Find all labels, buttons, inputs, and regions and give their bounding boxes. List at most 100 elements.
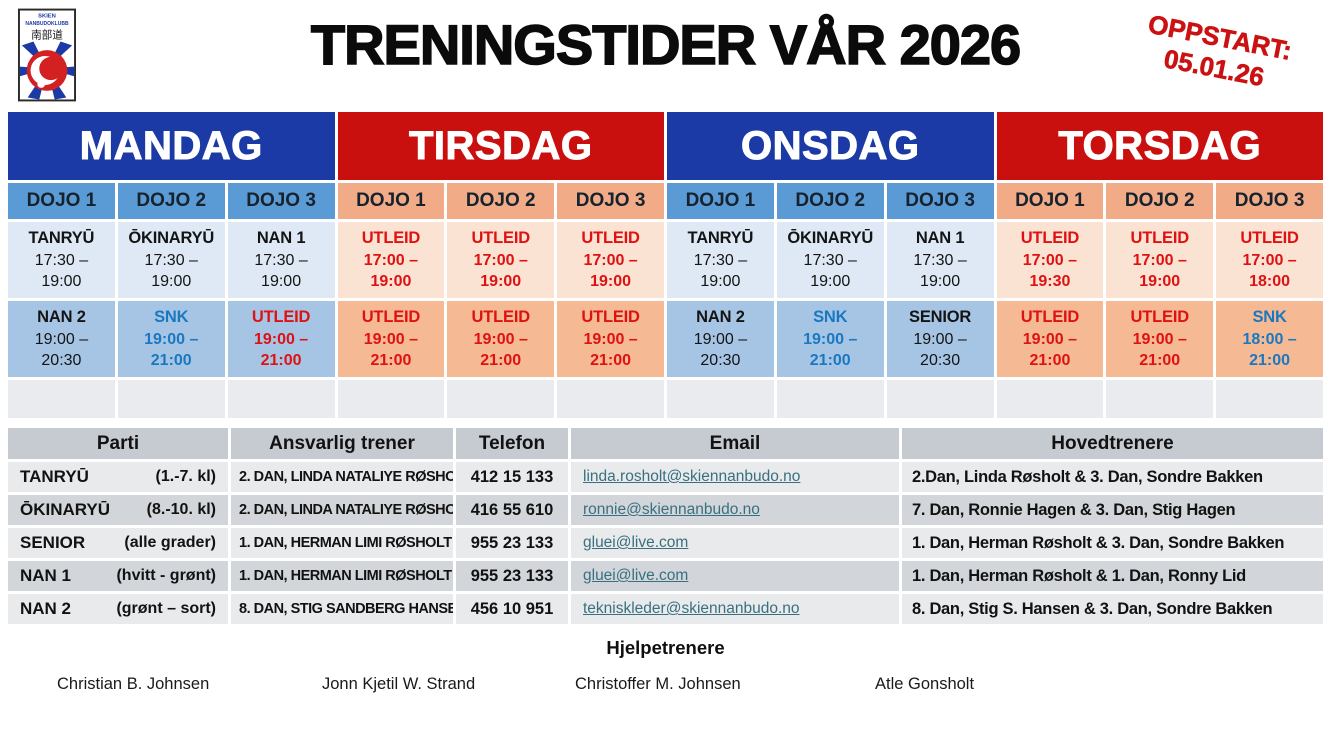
party-cell-nan-1: NAN 1 (hvitt - grønt) xyxy=(8,561,228,591)
helper-name-atle-gonsholt: Atle Gonsholt xyxy=(875,675,975,693)
class-name: SENIOR xyxy=(909,308,972,326)
party-grades: (alle grader) xyxy=(124,534,216,551)
time-start: 19:00 – xyxy=(1022,330,1078,348)
email-cell: gluei@live.com xyxy=(571,561,899,591)
party-cell-nan-2: NAN 2 (grønt – sort) xyxy=(8,594,228,624)
party-grades: (8.-10. kl) xyxy=(146,501,216,518)
empty-cell xyxy=(996,380,1104,418)
trainer-cell: 2. DAN, LINDA NATALIYE RØSHOLT xyxy=(231,495,453,525)
class-name: UTLEID xyxy=(1240,229,1299,247)
empty-cell xyxy=(776,380,884,418)
email-link[interactable]: tekniskleder@skiennanbudo.no xyxy=(583,600,800,617)
phone-cell: 955 23 133 xyxy=(456,528,568,558)
time-end: 21:00 xyxy=(1139,351,1181,369)
time-end: 20:30 xyxy=(700,351,741,369)
schedule-cell-mandag-dojo3-slot2: UTLEID 19:00 – 21:00 xyxy=(227,301,335,377)
svg-text:NANBUDOKLUBB: NANBUDOKLUBB xyxy=(25,21,69,27)
time-start: 19:00 – xyxy=(253,330,309,348)
time-end: 18:00 xyxy=(1249,272,1291,290)
dojo-header-mandag-2: DOJO 2 xyxy=(117,183,225,219)
time-end: 19:00 xyxy=(41,272,82,290)
time-end: 21:00 xyxy=(1029,351,1071,369)
trainer-cell: 2. DAN, LINDA NATALIYE RØSHOLT xyxy=(231,462,453,492)
dojo-header-tirsdag-3: DOJO 3 xyxy=(557,183,664,219)
schedule-cell-tirsdag-dojo1-slot1: UTLEID 17:00 – 19:00 xyxy=(337,222,445,298)
email-link[interactable]: linda.rosholt@skiennanbudo.no xyxy=(583,468,801,485)
time-start: 19:00 – xyxy=(693,330,748,348)
dojo-header-onsdag-2: DOJO 2 xyxy=(776,183,884,219)
dojo-header-tirsdag-2: DOJO 2 xyxy=(447,183,555,219)
email-cell: gluei@live.com xyxy=(571,528,899,558)
time-end: 19:00 xyxy=(700,272,741,290)
empty-cell xyxy=(1106,380,1214,418)
time-end: 19:00 xyxy=(261,272,302,290)
head-trainers-cell: 2.Dan, Linda Røsholt & 3. Dan, Sondre Ba… xyxy=(902,462,1323,492)
class-name: SNK xyxy=(1252,308,1287,326)
time-end: 20:30 xyxy=(920,351,961,369)
class-name: UTLEID xyxy=(581,229,640,247)
class-name: SNK xyxy=(154,308,189,326)
trainer-cell: 8. DAN, STIG SANDBERG HANSEN xyxy=(231,594,453,624)
email-link[interactable]: ronnie@skiennanbudo.no xyxy=(583,501,760,518)
time-start: 19:00 – xyxy=(34,330,89,348)
party-name: NAN 2 xyxy=(20,599,72,618)
time-end: 19:30 xyxy=(1029,272,1071,290)
time-end: 20:30 xyxy=(41,351,82,369)
head-trainers-cell: 1. Dan, Herman Røsholt & 1. Dan, Ronny L… xyxy=(902,561,1323,591)
schedule-cell-onsdag-dojo1-slot1: TANRYŪ 17:30 – 19:00 xyxy=(667,222,774,298)
class-name: UTLEID xyxy=(1020,308,1080,326)
club-logo: SKIEN NANBUDOKLUBB 南部道 xyxy=(18,8,76,107)
class-name: ŌKINARYŪ xyxy=(787,229,874,247)
schedule-cell-mandag-dojo3-slot1: NAN 1 17:30 – 19:00 xyxy=(227,222,335,298)
class-name: UTLEID xyxy=(471,229,531,247)
head-trainers-cell: 8. Dan, Stig S. Hansen & 3. Dan, Sondre … xyxy=(902,594,1323,624)
time-end: 19:00 xyxy=(151,272,192,290)
class-name: SNK xyxy=(813,308,848,326)
time-start: 19:00 – xyxy=(363,330,419,348)
schedule-table: MANDAG DOJO 1 DOJO 2 DOJO 3 TANRYŪ 17:30 –19:… xyxy=(8,112,1323,418)
class-name: UTLEID xyxy=(1020,229,1080,247)
class-name: NAN 2 xyxy=(37,308,86,326)
phone-cell: 416 55 610 xyxy=(456,495,568,525)
column-header-hovedtrenere: Hovedtrenere xyxy=(902,428,1323,459)
schedule-cell-tirsdag-dojo2-slot2: UTLEID 19:00 – 21:00 xyxy=(447,301,555,377)
email-link[interactable]: gluei@live.com xyxy=(583,534,689,551)
time-start: 17:30 – xyxy=(693,251,748,269)
time-start: 17:30 – xyxy=(913,251,967,269)
empty-cell xyxy=(117,380,225,418)
class-name: UTLEID xyxy=(361,308,421,326)
phone-cell: 412 15 133 xyxy=(456,462,568,492)
dojo-header-torsdag-3: DOJO 3 xyxy=(1216,183,1323,219)
column-header-ansvarlig-trener: Ansvarlig trener xyxy=(231,428,453,459)
email-cell: tekniskleder@skiennanbudo.no xyxy=(571,594,899,624)
helper-name-christoffer-m-johnsen: Christoffer M. Johnsen xyxy=(575,675,741,693)
dojo-header-tirsdag-1: DOJO 1 xyxy=(337,183,445,219)
schedule-cell-mandag-dojo1-slot1: TANRYŪ 17:30 – 19:00 xyxy=(8,222,115,298)
empty-cell xyxy=(557,380,664,418)
party-cell-senior: SENIOR (alle grader) xyxy=(8,528,228,558)
class-name: NAN 2 xyxy=(696,308,745,326)
time-start: 17:30 – xyxy=(803,251,857,269)
party-name: TANRYŪ xyxy=(20,467,89,486)
schedule-cell-mandag-dojo2-slot2: SNK 19:00 – 21:00 xyxy=(117,301,225,377)
time-start: 19:00 – xyxy=(1132,330,1187,348)
time-end: 21:00 xyxy=(150,351,192,369)
party-grades: (hvitt - grønt) xyxy=(116,567,216,584)
time-end: 19:00 xyxy=(480,272,522,290)
head-trainers-cell: 7. Dan, Ronnie Hagen & 3. Dan, Stig Hage… xyxy=(902,495,1323,525)
schedule-cell-torsdag-dojo3-slot2: SNK 18:00 – 21:00 xyxy=(1216,301,1323,377)
class-name: UTLEID xyxy=(1130,229,1190,247)
email-link[interactable]: gluei@live.com xyxy=(583,567,689,584)
dojo-header-onsdag-1: DOJO 1 xyxy=(667,183,774,219)
empty-cell xyxy=(447,380,555,418)
svg-text:SKIEN: SKIEN xyxy=(38,13,56,19)
head-trainers-cell: 1. Dan, Herman Røsholt & 3. Dan, Sondre … xyxy=(902,528,1323,558)
class-name: UTLEID xyxy=(361,229,421,247)
class-name: NAN 1 xyxy=(256,229,306,247)
dojo-header-mandag-1: DOJO 1 xyxy=(8,183,115,219)
schedule-cell-onsdag-dojo3-slot1: NAN 1 17:30 – 19:00 xyxy=(886,222,994,298)
party-name: ŌKINARYŪ xyxy=(20,500,111,519)
empty-cell xyxy=(227,380,335,418)
time-start: 17:00 – xyxy=(1242,251,1297,269)
svg-text:南部道: 南部道 xyxy=(31,29,63,42)
